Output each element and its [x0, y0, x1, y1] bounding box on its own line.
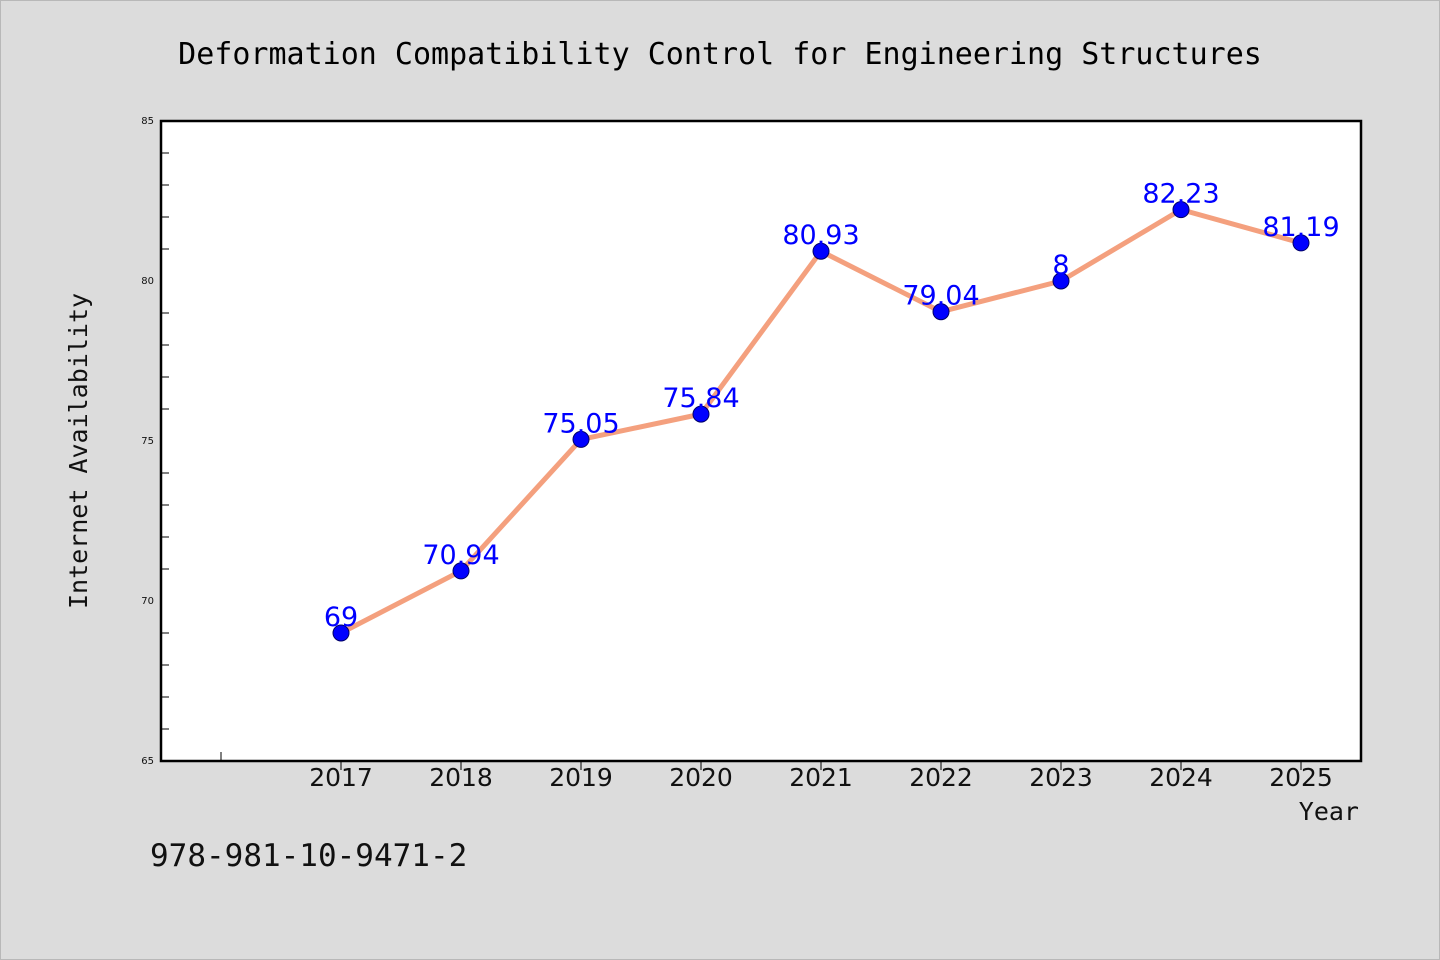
data-point [1052, 272, 1070, 290]
y-tick-label: 80 [141, 276, 154, 287]
data-label: 8 [1052, 250, 1069, 281]
series-layer: 69 70.94 75.05 75.84 80.93 79.04 8 82.23 81.19 [324, 179, 1340, 642]
y-tick-label: 65 [141, 756, 154, 767]
data-point [812, 242, 830, 260]
x-axis-label: Year [1299, 797, 1359, 826]
isbn-text: 978-981-10-9471-2 [150, 838, 467, 874]
x-tick-label: 2017 [309, 763, 373, 792]
x-tick-label: 2021 [789, 763, 853, 792]
x-tick-label: 2022 [909, 763, 973, 792]
x-tick-label: 2023 [1029, 763, 1093, 792]
y-tick-labels: 65 70 75 80 85 [141, 116, 154, 767]
y-tick-label: 75 [141, 436, 154, 447]
x-tick-label: 2018 [429, 763, 493, 792]
data-label: 75.84 [662, 383, 739, 414]
data-point [1292, 234, 1310, 252]
data-point [452, 562, 470, 580]
x-tick-label: 2020 [669, 763, 733, 792]
data-label: 70.94 [422, 540, 499, 571]
data-label: 79.04 [902, 281, 979, 312]
chart-title: Deformation Compatibility Control for En… [178, 37, 1262, 72]
data-point [572, 430, 590, 448]
data-label: 75.05 [542, 408, 619, 439]
x-tick-label: 2024 [1149, 763, 1213, 792]
y-tick-label: 85 [141, 116, 154, 127]
data-label: 69 [324, 602, 358, 633]
x-tick-label: 2019 [549, 763, 613, 792]
data-point [692, 405, 710, 423]
data-point [1172, 201, 1190, 219]
plot-frame [159, 119, 1363, 763]
y-tick-label: 70 [141, 596, 154, 607]
data-point [932, 303, 950, 321]
x-ticks [220, 752, 1302, 770]
y-minor-ticks [161, 152, 169, 730]
data-label: 81.19 [1262, 212, 1339, 243]
x-tick-label: 2025 [1269, 763, 1333, 792]
plot-area [161, 121, 1361, 761]
data-label: 80.93 [782, 220, 859, 251]
data-label: 82.23 [1142, 179, 1219, 210]
data-point [332, 624, 350, 642]
y-axis-label: Internet Availability [64, 293, 93, 609]
x-tick-labels: 2017 2018 2019 2020 2021 2022 2023 2024 2025 [309, 763, 1333, 792]
